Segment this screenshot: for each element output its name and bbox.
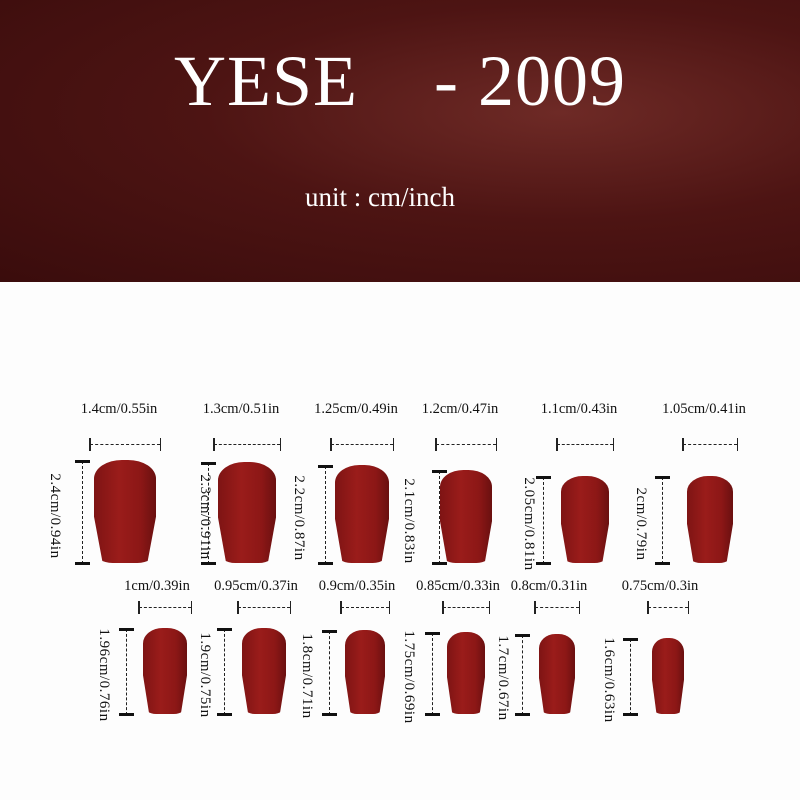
press-on-nail [345, 630, 385, 714]
length-label: 1.6cm/0.63in [601, 637, 617, 723]
length-dimension-line [322, 630, 337, 716]
width-dimension-line [89, 438, 161, 451]
press-on-nail [143, 628, 187, 714]
length-dimension-line [425, 632, 440, 716]
width-label: 0.95cm/0.37in [214, 578, 298, 594]
length-dimension-line [623, 638, 638, 716]
width-dimension-line [435, 438, 497, 451]
length-dimension-line [432, 470, 447, 565]
width-label: 1.25cm/0.49in [314, 401, 398, 417]
width-dimension-line [138, 601, 192, 614]
width-label: 1.05cm/0.41in [662, 401, 746, 417]
product-title: YESE - 2009 [174, 41, 626, 121]
width-dimension-line [682, 438, 738, 451]
unit-label: unit : cm/inch [305, 182, 455, 212]
length-label: 1.96cm/0.76in [96, 628, 112, 722]
press-on-nail [447, 632, 485, 714]
length-dimension-line [201, 462, 216, 565]
length-label: 2.3cm/0.91in [197, 473, 213, 560]
width-label: 0.85cm/0.33in [416, 578, 500, 594]
length-label: 2cm/0.79in [633, 487, 649, 560]
length-dimension-line [217, 628, 232, 716]
width-label: 1.2cm/0.47in [421, 401, 499, 417]
length-dimension-line [515, 634, 530, 716]
width-label: 0.8cm/0.31in [510, 578, 588, 594]
length-dimension-line [75, 460, 90, 565]
width-dimension-line [534, 601, 580, 614]
width-dimension-line [237, 601, 291, 614]
width-dimension-line [556, 438, 614, 451]
width-dimension-line [213, 438, 281, 451]
width-label: 1.4cm/0.55in [80, 401, 158, 417]
length-label: 1.8cm/0.71in [299, 633, 315, 719]
length-label: 2.4cm/0.94in [47, 472, 63, 559]
length-label: 1.75cm/0.69in [401, 630, 417, 724]
length-dimension-line [119, 628, 134, 716]
length-dimension-line [318, 465, 333, 565]
press-on-nail [335, 465, 389, 563]
press-on-nail [561, 476, 609, 563]
width-label: 1cm/0.39in [124, 578, 190, 594]
press-on-nail [652, 638, 684, 714]
press-on-nail [440, 470, 492, 563]
length-label: 2.05cm/0.81in [521, 476, 537, 571]
width-dimension-line [647, 601, 689, 614]
press-on-nail [242, 628, 286, 714]
length-dimension-line [655, 476, 670, 565]
width-dimension-line [340, 601, 390, 614]
press-on-nail [539, 634, 575, 714]
length-label: 2.1cm/0.83in [401, 477, 417, 564]
header-banner: YESE - 2009 unit : cm/inch [0, 0, 800, 282]
length-label: 1.9cm/0.75in [197, 632, 213, 718]
press-on-nail [94, 460, 156, 563]
length-label: 2.2cm/0.87in [291, 475, 307, 561]
press-on-nail [687, 476, 733, 563]
width-dimension-line [330, 438, 394, 451]
length-dimension-line [536, 476, 551, 565]
length-label: 1.7cm/0.67in [495, 635, 511, 721]
width-dimension-line [442, 601, 490, 614]
width-label: 0.9cm/0.35in [318, 578, 396, 594]
press-on-nail [218, 462, 276, 563]
width-label: 1.1cm/0.43in [540, 401, 618, 417]
width-label: 1.3cm/0.51in [202, 401, 280, 417]
width-label: 0.75cm/0.3in [621, 578, 699, 594]
